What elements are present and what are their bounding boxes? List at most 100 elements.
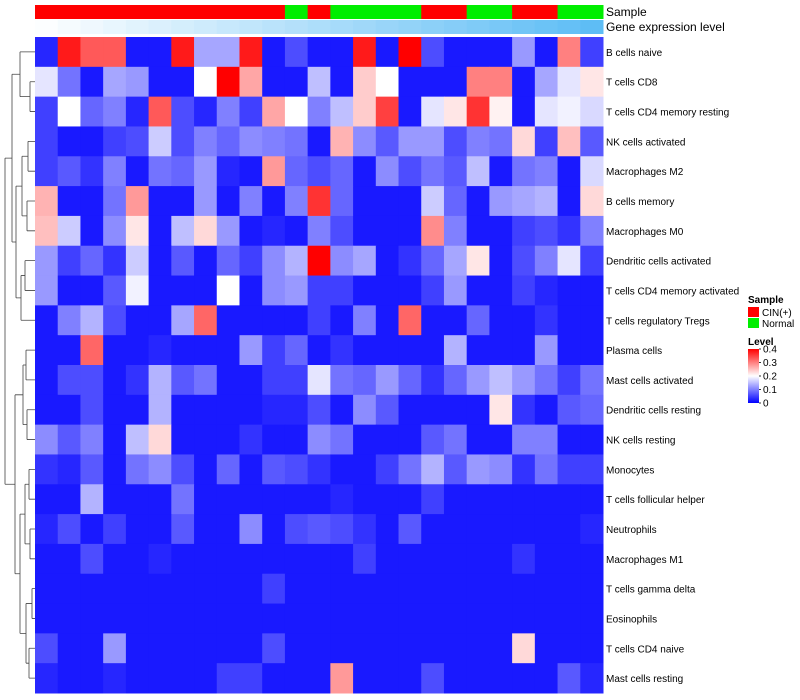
heatmap-cell — [466, 543, 490, 575]
heatmap-cell — [284, 633, 309, 664]
heatmap-cell — [375, 186, 400, 217]
level-color-bar — [748, 349, 759, 403]
heatmap-cell — [125, 126, 150, 157]
heatmap-cell — [489, 305, 513, 336]
heatmap-cell — [57, 96, 81, 127]
heatmap-cell — [375, 514, 400, 545]
heatmap-cell — [534, 663, 559, 694]
sample-annotation-cell — [284, 5, 309, 19]
sample-annotation-cell — [580, 5, 604, 19]
cin-legend-swatch — [748, 307, 759, 317]
heatmap-cell — [307, 186, 331, 217]
heatmap-cell — [171, 365, 195, 396]
heatmap-cell — [284, 424, 309, 455]
heatmap-cell — [512, 37, 536, 68]
heatmap-cell — [421, 543, 445, 575]
heatmap-cell — [103, 126, 127, 157]
heatmap-cell — [466, 454, 490, 485]
heatmap-cell — [35, 305, 59, 336]
heatmap-cell — [35, 215, 59, 247]
heatmap-cell — [330, 126, 354, 157]
row-label: Dendritic cells activated — [606, 257, 711, 268]
heatmap-cell — [398, 543, 422, 575]
heatmap-cell — [262, 514, 286, 545]
heatmap-cell — [489, 275, 513, 306]
heatmap-cell — [353, 66, 377, 98]
heatmap-cell — [57, 484, 81, 515]
heatmap-cell — [57, 126, 81, 157]
heatmap-cell — [398, 424, 422, 455]
heatmap-cell — [103, 484, 127, 515]
heatmap-cell — [534, 484, 559, 515]
heatmap-cell — [353, 514, 377, 545]
heatmap-cell — [489, 96, 513, 127]
heatmap-cell — [330, 66, 354, 98]
heatmap-cell — [421, 37, 445, 68]
heatmap-cell — [580, 424, 604, 455]
heatmap-cell — [307, 394, 331, 426]
heatmap-cell — [194, 603, 218, 634]
heatmap-cell — [580, 305, 604, 336]
heatmap-cell — [580, 126, 604, 157]
heatmap-cell — [353, 394, 377, 426]
heatmap-cell — [353, 663, 377, 694]
sample-annotation-cell — [57, 5, 81, 19]
heatmap-cell — [398, 275, 422, 306]
heatmap-cell — [284, 365, 309, 396]
heatmap-cell — [194, 126, 218, 157]
heatmap-cell — [534, 275, 559, 306]
heatmap-cell — [216, 186, 240, 217]
heatmap-cell — [125, 186, 150, 217]
heatmap-cell — [443, 186, 468, 217]
heatmap-cell — [443, 573, 468, 605]
row-label: Monocytes — [606, 465, 654, 476]
heatmap-cell — [466, 365, 490, 396]
heatmap-cell — [262, 454, 286, 485]
heatmap-cell — [489, 37, 513, 68]
heatmap-cell — [398, 245, 422, 277]
annotation-label-sample: Sample — [606, 5, 647, 19]
gene-expression-annotation-cell — [421, 20, 445, 34]
heatmap-cell — [466, 663, 490, 694]
gene-expression-annotation-cell — [307, 20, 331, 34]
heatmap-cell — [489, 156, 513, 187]
heatmap-cell — [171, 215, 195, 247]
heatmap-cell — [216, 663, 240, 694]
heatmap-cell — [125, 394, 150, 426]
sample-annotation-bar — [35, 5, 604, 19]
sample-legend: Sample CIN(+) Normal — [748, 295, 794, 330]
heatmap-cell — [307, 245, 331, 277]
heatmap-cell — [557, 573, 581, 605]
heatmap-cell — [57, 156, 81, 187]
heatmap-cell — [35, 514, 59, 545]
heatmap-cell — [284, 245, 309, 277]
heatmap-cell — [262, 484, 286, 515]
heatmap-cell — [489, 424, 513, 455]
heatmap-cell — [421, 335, 445, 366]
heatmap-cell — [421, 156, 445, 187]
heatmap-cell — [239, 394, 263, 426]
heatmap-cell — [80, 424, 104, 455]
heatmap-cell — [534, 424, 559, 455]
heatmap-cell — [284, 454, 309, 485]
heatmap-cell — [466, 424, 490, 455]
heatmap-cell — [35, 573, 59, 605]
heatmap-cell — [466, 215, 490, 247]
heatmap-cell — [512, 573, 536, 605]
sample-annotation-cell — [216, 5, 240, 19]
heatmap-cell — [148, 275, 172, 306]
heatmap-cell — [512, 633, 536, 664]
row-label: Macrophages M1 — [606, 555, 684, 566]
sample-annotation-cell — [330, 5, 354, 19]
heatmap-cell — [557, 96, 581, 127]
heatmap-cell — [353, 126, 377, 157]
heatmap-cell — [443, 245, 468, 277]
heatmap-cell — [239, 305, 263, 336]
heatmap-cell — [534, 66, 559, 98]
heatmap-cell — [443, 96, 468, 127]
heatmap-cell — [421, 186, 445, 217]
heatmap-cell — [239, 186, 263, 217]
heatmap-cell — [375, 454, 400, 485]
heatmap-cell — [557, 66, 581, 98]
heatmap-cell — [171, 37, 195, 68]
